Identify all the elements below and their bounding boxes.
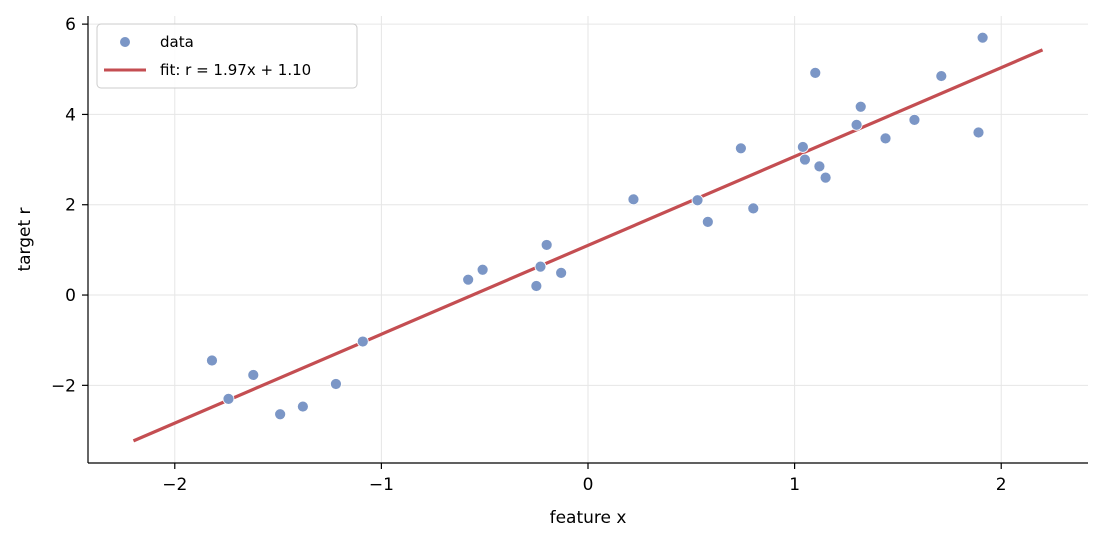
data-point (854, 100, 867, 113)
data-point (476, 263, 489, 276)
y-tick-label: 6 (65, 15, 76, 35)
data-point (206, 354, 218, 367)
x-tick-label: 1 (789, 475, 800, 495)
data-point (809, 66, 822, 79)
legend-marker-data (120, 37, 130, 47)
data-point (799, 153, 811, 166)
ticks: −2 −1 0 1 2 −2 0 2 4 6 (51, 15, 1007, 495)
x-axis-label: feature x (550, 508, 627, 528)
data-point (627, 193, 640, 206)
data-point (247, 369, 260, 381)
legend: data fit: r = 1.97x + 1.10 (96, 23, 358, 89)
legend-label-data: data (160, 33, 194, 51)
data-point (356, 335, 369, 348)
data-point (274, 408, 287, 421)
y-tick-label: 0 (65, 286, 76, 306)
data-point (555, 267, 568, 279)
data-point (701, 215, 714, 228)
grid (88, 16, 1088, 463)
fit-line (132, 48, 1044, 443)
data-point (813, 160, 826, 173)
x-tick-label: 0 (583, 475, 594, 495)
data-point (691, 194, 704, 207)
data-point (908, 113, 921, 126)
data-point (747, 202, 760, 215)
data-point (879, 132, 892, 145)
x-tick-label: 2 (996, 475, 1007, 495)
data-point (462, 273, 475, 286)
data-point (850, 118, 863, 131)
y-tick-label: 2 (65, 196, 76, 216)
data-point (976, 31, 989, 44)
data-point (330, 378, 342, 390)
data-point (819, 171, 832, 184)
data-points (206, 31, 989, 421)
data-point (534, 260, 547, 273)
y-axis-label: target r (15, 207, 35, 271)
data-point (296, 400, 309, 413)
data-point (530, 280, 543, 292)
y-tick-label: −2 (51, 376, 76, 396)
data-point (734, 142, 747, 155)
x-tick-label: −1 (369, 475, 394, 495)
data-point (935, 70, 948, 82)
legend-label-fit: fit: r = 1.97x + 1.10 (160, 61, 311, 79)
fit-line-layer (132, 48, 1044, 443)
data-point (972, 126, 985, 139)
data-point (222, 392, 235, 405)
x-tick-label: −2 (162, 475, 187, 495)
legend-box (96, 23, 358, 89)
y-tick-label: 4 (65, 105, 76, 125)
data-point (796, 141, 809, 153)
data-point (540, 239, 553, 251)
